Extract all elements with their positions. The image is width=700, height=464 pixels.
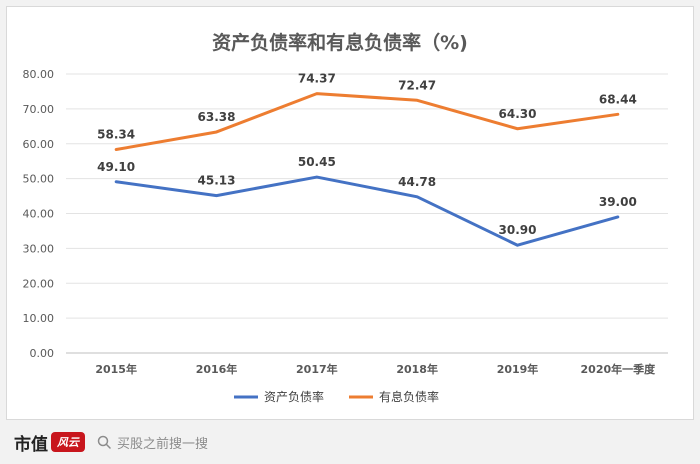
x-axis: 2015年 2016年 2017年 2018年 2019年 2020年一季度 — [95, 362, 656, 376]
data-label: 64.30 — [499, 107, 537, 121]
brand-logo: 市值 风云 — [14, 430, 85, 455]
x-tick-label: 2018年 — [396, 362, 438, 376]
x-tick-label: 2015年 — [95, 362, 137, 376]
y-tick-label: 40.00 — [23, 208, 55, 221]
x-tick-label: 2017年 — [296, 362, 338, 376]
search-prompt-text: 买股之前搜一搜 — [117, 436, 209, 452]
y-tick-label: 0.00 — [30, 347, 55, 360]
y-tick-label: 50.00 — [23, 173, 55, 186]
x-tick-label: 2019年 — [497, 362, 539, 376]
series-line-2 — [114, 92, 620, 152]
brand-logo-text: 市值 — [14, 434, 48, 455]
legend: 资产负债率 有息负债率 — [234, 389, 439, 404]
y-tick-label: 20.00 — [23, 277, 55, 290]
gridlines — [66, 73, 668, 354]
data-label: 58.34 — [97, 128, 135, 142]
y-tick-label: 10.00 — [23, 312, 55, 325]
series-line-1 — [114, 175, 620, 247]
data-label: 74.37 — [298, 72, 336, 86]
data-label: 49.10 — [97, 160, 135, 174]
data-label: 72.47 — [398, 78, 436, 92]
x-tick-label: 2016年 — [196, 362, 238, 376]
y-tick-label: 80.00 — [23, 68, 55, 81]
data-labels: 49.10 45.13 50.45 44.78 30.90 39.00 58.34 63.38… — [97, 72, 637, 238]
data-label: 45.13 — [198, 174, 236, 188]
legend-label: 资产负债率 — [264, 389, 324, 404]
search-prompt[interactable]: 买股之前搜一搜 — [97, 433, 208, 452]
legend-label: 有息负债率 — [379, 389, 439, 404]
y-tick-label: 60.00 — [23, 138, 55, 151]
x-tick-label: 2020年一季度 — [581, 362, 657, 376]
data-label: 68.44 — [599, 92, 637, 106]
data-label: 63.38 — [198, 110, 236, 124]
data-label: 44.78 — [398, 175, 436, 189]
y-tick-label: 70.00 — [23, 103, 55, 116]
brand-logo-mark-text: 风云 — [57, 436, 79, 449]
search-icon — [97, 435, 111, 449]
line-chart: 资产负债率和有息负债率（%) 0.00 10.00 20.00 30.00 40.00 5… — [23, 31, 668, 404]
y-axis: 0.00 10.00 20.00 30.00 40.00 50.00 60.00 70.00 8… — [23, 68, 55, 360]
data-label: 30.90 — [499, 223, 537, 237]
data-label: 39.00 — [599, 195, 637, 209]
footer-bar: 市值 风云 买股之前搜一搜 — [0, 420, 700, 464]
data-label: 50.45 — [298, 155, 336, 169]
series-lines — [114, 92, 620, 247]
brand-logo-mark: 风云 — [51, 432, 85, 452]
chart-title: 资产负债率和有息负债率（%) — [212, 31, 468, 54]
y-tick-label: 30.00 — [23, 242, 55, 255]
